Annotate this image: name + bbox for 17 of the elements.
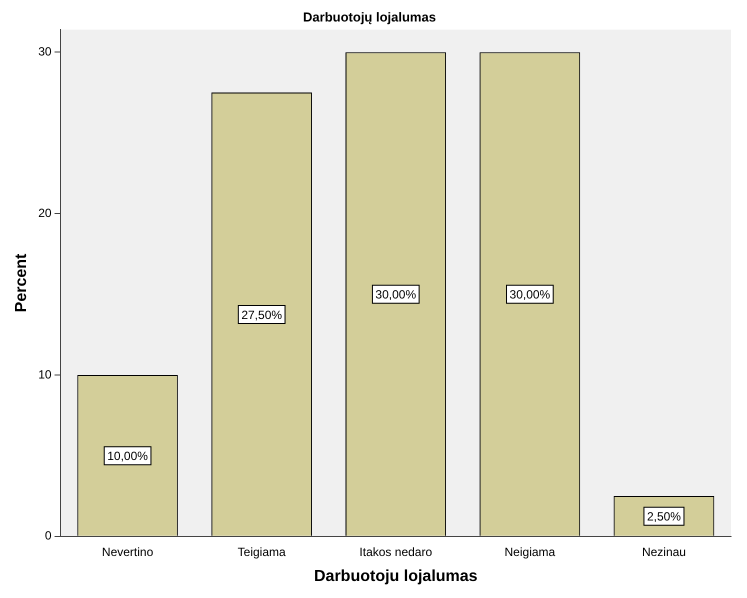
data-label: 27,50% bbox=[241, 308, 282, 322]
data-label: 30,00% bbox=[510, 288, 551, 302]
y-tick-label: 10 bbox=[38, 367, 52, 382]
x-tick-label: Nevertino bbox=[102, 544, 154, 559]
x-tick-label: Itakos nedaro bbox=[359, 544, 432, 559]
y-tick-label: 20 bbox=[38, 206, 52, 220]
x-tick-label: Neigiama bbox=[504, 544, 556, 559]
x-axis-title: Darbuotoju lojalumas bbox=[314, 568, 478, 585]
data-label: 10,00% bbox=[107, 449, 148, 464]
x-tick-label: Teigiama bbox=[238, 544, 286, 559]
data-label: 30,00% bbox=[375, 288, 416, 302]
chart-title: Darbuotojų lojalumas bbox=[303, 9, 436, 24]
y-axis-title: Percent bbox=[13, 252, 30, 312]
y-tick-label: 0 bbox=[44, 528, 52, 543]
y-tick-label: 30 bbox=[38, 44, 52, 59]
data-label: 2,50% bbox=[646, 510, 682, 524]
x-tick-label: Nezinau bbox=[642, 544, 686, 559]
